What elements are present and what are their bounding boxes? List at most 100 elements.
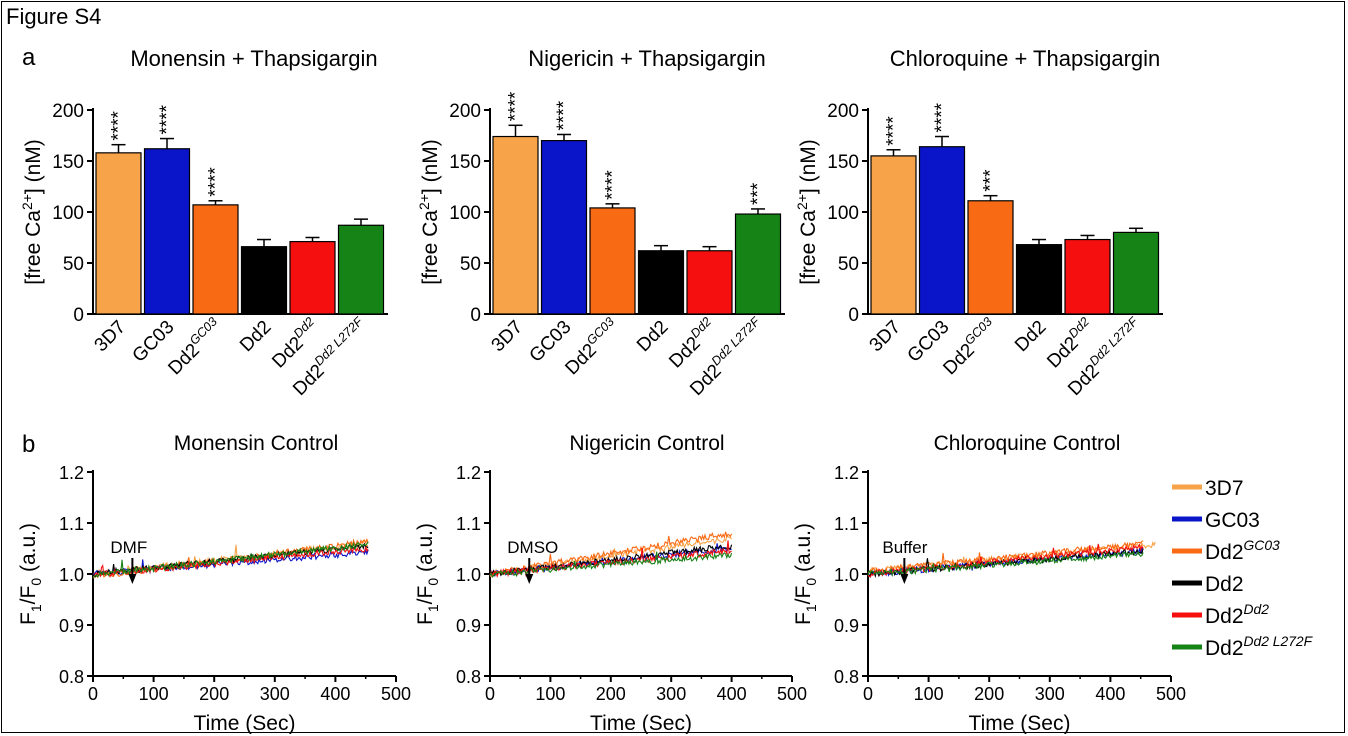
significance-stars: ****	[157, 104, 178, 134]
legend-label: Dd2	[1205, 573, 1244, 596]
line-y-tick-label: 1.2	[834, 463, 859, 483]
line-y-tick-label: 1.1	[834, 514, 859, 534]
line-x-tick-label: 0	[88, 684, 98, 704]
line-x-tick-label: 0	[863, 684, 873, 704]
trace-line	[867, 550, 1144, 577]
line-x-tick-label: 300	[260, 684, 290, 704]
bar	[637, 250, 685, 315]
bar	[734, 213, 782, 315]
bar-y-axis-label: [free Ca2+] (nM)	[19, 139, 45, 285]
annotation-arrow-head	[128, 574, 137, 584]
line-y-tick-label: 1.2	[59, 463, 84, 483]
line-y-tick-label: 0.8	[834, 667, 859, 687]
bar	[95, 152, 142, 315]
bar-chart-2: Nigericin + Thapsigargin [free Ca2+] (nM)…	[416, 46, 785, 400]
line-y-tick-label: 1.0	[59, 565, 84, 585]
bar	[192, 204, 239, 315]
bar-y-tick-label: 200	[827, 101, 859, 122]
line-x-tick-label: 500	[1156, 684, 1186, 704]
bar-category-label: Dd2GC03	[162, 315, 227, 380]
annotation-arrow-head	[525, 574, 534, 584]
line-y-tick-label: 0.9	[456, 616, 481, 636]
bar-y-tick-label: 50	[63, 254, 84, 275]
bar-y-tick-label: 150	[449, 152, 481, 173]
line-x-tick-label: 400	[717, 684, 747, 704]
bar-category-label: Dd2GC03	[559, 315, 624, 380]
bar-chart-3: Chloroquine + Thapsigargin [free Ca2+] (n…	[794, 46, 1163, 400]
panel-label-b: b	[22, 431, 35, 458]
addition-annotation: Buffer	[882, 538, 927, 557]
line-chart-title: Monensin Control	[174, 432, 339, 455]
bar-y-tick-label: 100	[449, 203, 481, 224]
line-chart-3: Chloroquine Control F1/F0 (a.u.) Time (Sec…	[792, 432, 1186, 734]
legend-label: 3D7	[1205, 477, 1244, 500]
significance-stars: ***	[748, 182, 769, 205]
legend-label: Dd2Dd2	[1205, 601, 1269, 628]
line-y-tick-label: 1.2	[456, 463, 481, 483]
line-x-tick-label: 400	[320, 684, 350, 704]
bar-y-axis-label: [free Ca2+] (nM)	[794, 139, 820, 285]
line-x-axis-label: Time (Sec)	[194, 712, 296, 734]
bar	[143, 148, 191, 315]
line-x-tick-label: 100	[535, 684, 565, 704]
bar-chart-title: Nigericin + Thapsigargin	[528, 46, 765, 71]
line-x-tick-label: 100	[914, 684, 944, 704]
significance-stars: ****	[554, 100, 575, 130]
bar	[1064, 238, 1111, 315]
line-y-tick-label: 1.0	[456, 565, 481, 585]
bar-y-tick-label: 0	[470, 305, 481, 326]
line-y-tick-label: 0.9	[834, 616, 859, 636]
line-chart-title: Nigericin Control	[569, 432, 724, 455]
addition-annotation: DMSO	[507, 538, 558, 557]
line-x-tick-label: 500	[381, 684, 411, 704]
line-x-tick-label: 300	[1035, 684, 1065, 704]
bar	[1112, 231, 1160, 315]
significance-stars: ****	[932, 102, 953, 132]
bar	[686, 250, 733, 315]
bar-category-label: 3D7	[866, 317, 905, 356]
line-y-tick-label: 0.9	[59, 616, 84, 636]
bar-y-tick-label: 50	[838, 254, 859, 275]
trace-line	[489, 551, 733, 578]
line-x-tick-label: 200	[199, 684, 229, 704]
bar	[918, 146, 966, 315]
significance-stars: ***	[981, 169, 1002, 192]
panel-label-a: a	[22, 44, 36, 71]
line-x-tick-label: 200	[974, 684, 1004, 704]
bar-y-tick-label: 50	[460, 254, 481, 275]
bar-chart-1: Monensin + Thapsigargin [free Ca2+] (nM) 0…	[19, 46, 388, 400]
legend-label: GC03	[1205, 509, 1260, 532]
significance-stars: ****	[603, 170, 624, 200]
line-y-tick-label: 1.0	[834, 565, 859, 585]
trace-line	[489, 535, 733, 578]
bar-y-tick-label: 200	[449, 101, 481, 122]
bar-y-tick-label: 0	[73, 305, 84, 326]
bar	[240, 246, 288, 315]
bar	[589, 207, 636, 315]
bar-category-label: 3D7	[91, 317, 130, 356]
line-chart-2: Nigericin Control F1/F0 (a.u.) Time (Sec) 0…	[414, 432, 807, 734]
significance-stars: ****	[109, 110, 130, 140]
bar-category-label: Dd2	[1011, 317, 1050, 356]
line-x-tick-label: 300	[656, 684, 686, 704]
bar-category-label: Dd2	[236, 317, 275, 356]
significance-stars: ****	[506, 91, 527, 121]
line-x-tick-label: 0	[485, 684, 495, 704]
annotation-arrow-head	[900, 574, 909, 584]
addition-annotation: DMF	[110, 538, 147, 557]
bar-category-label: Dd2GC03	[937, 315, 1002, 380]
line-y-tick-label: 0.8	[59, 667, 84, 687]
line-chart-1: Monensin Control F1/F0 (a.u.) Time (Sec) 0.…	[17, 432, 411, 734]
line-x-tick-label: 100	[139, 684, 169, 704]
bar-category-label: Dd2	[633, 317, 672, 356]
bar	[289, 240, 336, 315]
line-y-axis-label: F1/F0 (a.u.)	[17, 523, 44, 625]
bar-y-tick-label: 150	[52, 152, 84, 173]
bar	[337, 224, 385, 315]
bar	[967, 200, 1014, 315]
trace-line	[489, 531, 733, 579]
line-x-tick-label: 400	[1095, 684, 1125, 704]
